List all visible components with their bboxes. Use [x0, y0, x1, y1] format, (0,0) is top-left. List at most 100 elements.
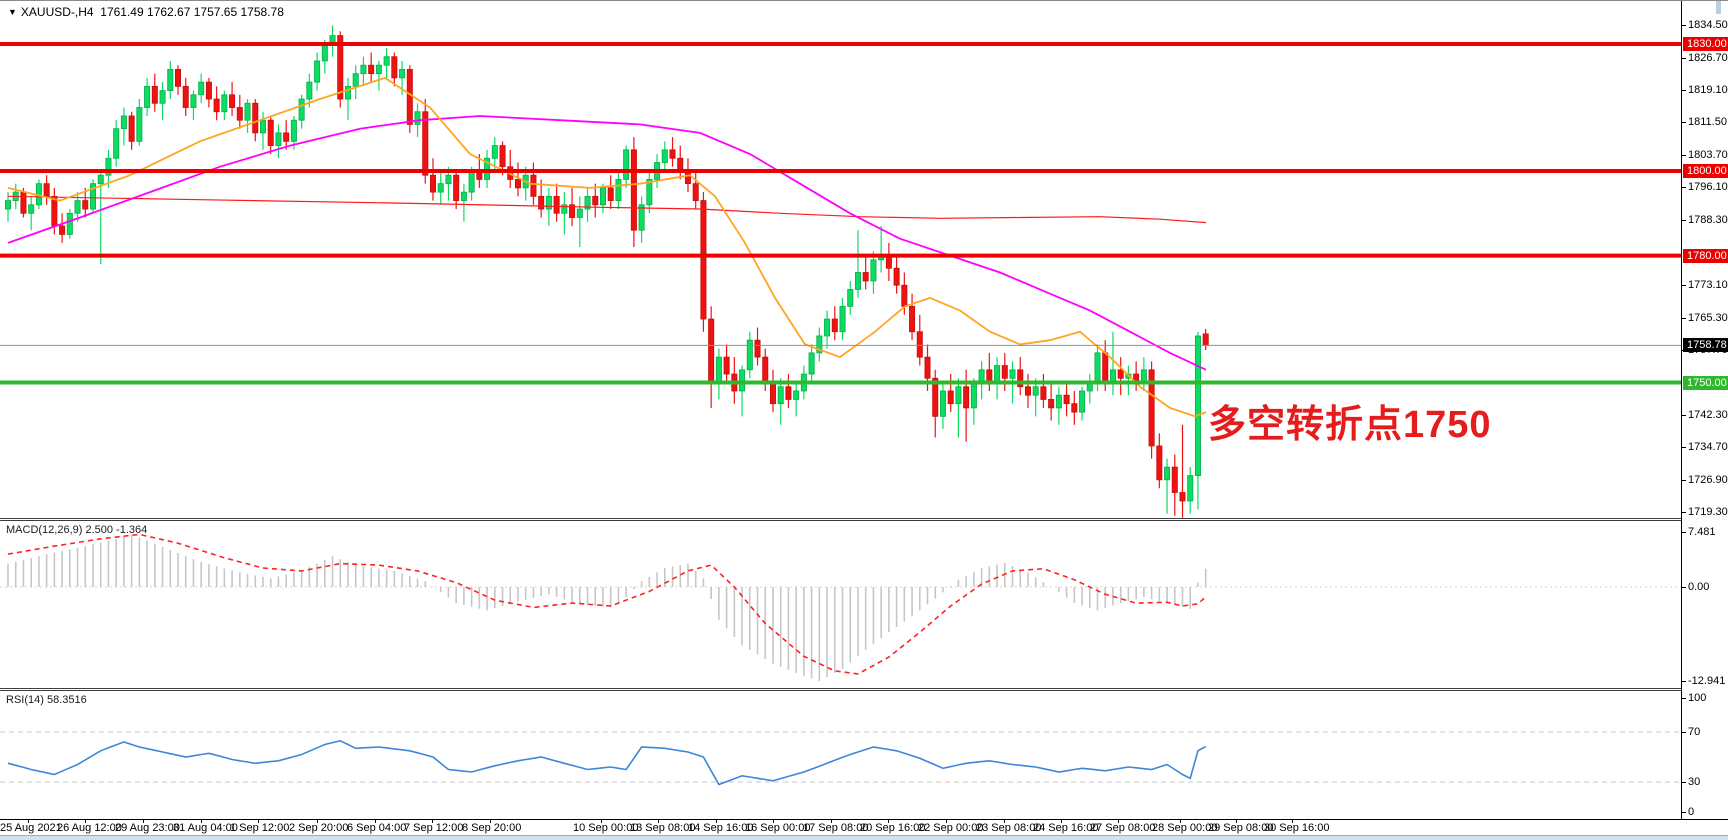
price-axis[interactable]: 1834.50 1826.70 1819.10 1811.50 1803.70 1796.…: [1681, 1, 1728, 819]
price-tick-label: 1773.10: [1688, 279, 1728, 291]
macd-tick-label: 0.00: [1688, 581, 1710, 593]
axis-tick: [1682, 220, 1686, 221]
axis-tick: [1682, 415, 1686, 416]
price-level-badge: 1780.00: [1683, 249, 1728, 263]
time-tick-label: 28 Sep 00:00: [1152, 822, 1218, 834]
time-tick-label: 13 Sep 08:00: [630, 822, 696, 834]
time-axis-tick: [28, 820, 29, 823]
axis-tick: [1682, 532, 1686, 533]
time-tick-label: 25 Aug 2021: [0, 822, 62, 834]
price-tick-label: 1819.10: [1688, 84, 1728, 96]
axis-tick: [1682, 512, 1686, 513]
time-tick-label: 29 Sep 08:00: [1208, 822, 1274, 834]
time-tick-label: 29 Aug 23:00: [115, 822, 180, 834]
time-axis-tick: [490, 820, 491, 823]
time-axis-tick: [432, 820, 433, 823]
rsi-tick-label: 100: [1688, 692, 1707, 704]
axis-tick: [1682, 187, 1686, 188]
time-tick-label: 23 Sep 08:00: [976, 822, 1042, 834]
ohlc-open: 1761.49: [100, 5, 144, 19]
axis-tick: [1682, 480, 1686, 481]
time-tick-label: 8 Sep 20:00: [462, 822, 522, 834]
time-axis-tick: [1118, 820, 1119, 823]
time-axis-tick: [1180, 820, 1181, 823]
price-tick-label: 1742.30: [1688, 409, 1728, 421]
time-tick-label: 20 Sep 16:00: [860, 822, 926, 834]
rsi-label: RSI(14) 58.3516: [6, 694, 87, 706]
time-axis-tick: [716, 820, 717, 823]
ohlc-close: 1758.78: [240, 5, 284, 19]
price-tick-label: 1803.70: [1688, 149, 1728, 161]
rsi-tick-label: 0: [1688, 806, 1695, 818]
axis-tick: [1682, 90, 1686, 91]
panel-resize-handle-rsi[interactable]: [0, 688, 1681, 691]
macd-tick-label: -12.941: [1688, 675, 1726, 687]
window-bottom-strip: [0, 835, 1728, 840]
symbol-ohlc-line: ▼ XAUUSD-,H4 1761.49 1762.67 1757.65 1758…: [8, 5, 284, 19]
time-axis[interactable]: 25 Aug 2021 26 Aug 12:00 29 Aug 23:00 31 Au…: [0, 819, 1728, 835]
time-axis-tick: [1061, 820, 1062, 823]
rsi-tick-label: 30: [1688, 776, 1701, 788]
time-axis-tick: [1236, 820, 1237, 823]
price-level-badge: 1750.00: [1683, 376, 1728, 390]
time-axis-tick: [658, 820, 659, 823]
axis-tick: [1682, 122, 1686, 123]
price-level-badge: 1800.00: [1683, 164, 1728, 178]
price-chart-panel[interactable]: ▼ XAUUSD-,H4 1761.49 1762.67 1757.65 1758…: [0, 1, 1681, 518]
panel-resize-handle-macd[interactable]: [0, 518, 1681, 521]
time-axis-tick: [773, 820, 774, 823]
time-tick-label: 6 Sep 04:00: [347, 822, 407, 834]
time-tick-label: 14 Sep 16:00: [688, 822, 754, 834]
time-axis-tick: [85, 820, 86, 823]
time-axis-tick: [1292, 820, 1293, 823]
price-level-badge: 1758.78: [1683, 338, 1728, 352]
time-tick-label: 26 Aug 12:00: [57, 822, 122, 834]
price-tick-label: 1826.70: [1688, 52, 1728, 64]
time-tick-label: 16 Sep 00:00: [745, 822, 811, 834]
pivot-annotation-text: 多空转折点1750: [1208, 404, 1492, 446]
rsi-tick-label: 70: [1688, 726, 1701, 738]
rsi-chart: [0, 731, 1681, 786]
time-tick-label: 27 Sep 08:00: [1090, 822, 1156, 834]
time-axis-tick: [317, 820, 318, 823]
time-axis-tick: [201, 820, 202, 823]
time-tick-label: 30 Sep 16:00: [1264, 822, 1330, 834]
chart-plot-area: ▼ XAUUSD-,H4 1761.49 1762.67 1757.65 1758…: [0, 1, 1681, 819]
scrollbar-thumb[interactable]: [1716, 1, 1721, 14]
ohlc-high: 1762.67: [147, 5, 191, 19]
time-axis-tick: [831, 820, 832, 823]
macd-indicator-panel[interactable]: MACD(12,26,9) 2.500 -1.364: [0, 521, 1681, 688]
time-tick-label: 2 Sep 20:00: [289, 822, 349, 834]
axis-tick: [1682, 155, 1686, 156]
macd-tick-label: 7.481: [1688, 526, 1716, 538]
time-tick-label: 24 Sep 16:00: [1033, 822, 1099, 834]
price-tick-label: 1719.30: [1688, 506, 1728, 518]
symbol-name: XAUUSD-,H4: [20, 5, 94, 19]
time-tick-label: 10 Sep 00:00: [573, 822, 639, 834]
symbol-dropdown-icon[interactable]: ▼: [8, 7, 17, 17]
time-axis-tick: [258, 820, 259, 823]
price-tick-label: 1811.50: [1688, 116, 1727, 128]
price-level-badge: 1830.00: [1683, 37, 1728, 51]
axis-tick: [1682, 58, 1686, 59]
ohlc-low: 1757.65: [193, 5, 238, 19]
time-axis-tick: [375, 820, 376, 823]
price-tick-label: 1788.30: [1688, 214, 1728, 226]
axis-tick: [1682, 782, 1686, 783]
axis-tick: [1682, 285, 1686, 286]
time-axis-tick: [1004, 820, 1005, 823]
time-axis-tick: [888, 820, 889, 823]
rsi-indicator-panel[interactable]: RSI(14) 58.3516: [0, 691, 1681, 819]
axis-tick: [1682, 25, 1686, 26]
time-axis-tick: [601, 820, 602, 823]
axis-tick: [1682, 681, 1686, 682]
price-tick-label: 1834.50: [1688, 19, 1728, 31]
axis-tick: [1682, 447, 1686, 448]
time-tick-label: 31 Aug 04:00: [173, 822, 238, 834]
time-tick-label: 17 Sep 08:00: [803, 822, 869, 834]
axis-tick: [1682, 698, 1686, 699]
axis-tick: [1682, 587, 1686, 588]
axis-tick: [1682, 732, 1686, 733]
time-tick-label: 22 Sep 00:00: [918, 822, 984, 834]
